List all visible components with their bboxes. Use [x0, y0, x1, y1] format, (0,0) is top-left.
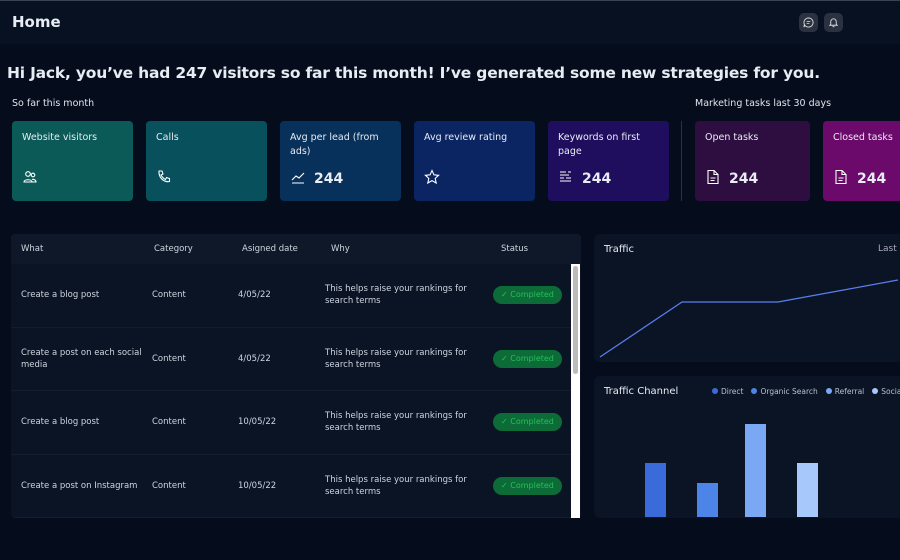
- star-icon: [424, 169, 440, 189]
- chat-icon[interactable]: [799, 13, 818, 32]
- legend-item[interactable]: Social: [872, 387, 900, 396]
- table-scrollbar[interactable]: [571, 264, 580, 518]
- traffic-title: Traffic: [604, 244, 635, 255]
- stat-card[interactable]: Closed tasks 244: [823, 121, 900, 201]
- task-category: Content: [152, 480, 186, 491]
- stat-card[interactable]: Avg review rating: [414, 121, 535, 201]
- task-date: 10/05/22: [238, 417, 277, 428]
- legend-label: Organic Search: [760, 387, 818, 396]
- col-status[interactable]: Status: [501, 244, 529, 254]
- status-badge: ✓ Completed: [493, 286, 562, 305]
- col-category[interactable]: Category: [154, 244, 193, 254]
- traffic-range[interactable]: Last: [878, 244, 897, 254]
- stat-card-label: Avg review rating: [424, 132, 508, 143]
- bell-icon[interactable]: [824, 13, 843, 32]
- traffic-line-chart: [599, 279, 899, 358]
- legend-item[interactable]: Referral: [825, 387, 865, 396]
- tasks-table: What Category Asigned date Why Status Cr…: [11, 234, 581, 518]
- stat-card-value: 244: [582, 171, 612, 187]
- channel-title: Traffic Channel: [604, 386, 679, 397]
- task-category: Content: [152, 417, 186, 428]
- page-title: Home: [12, 13, 61, 31]
- table-row[interactable]: Create a post on each social media Conte…: [11, 328, 581, 391]
- trend-icon: [290, 169, 306, 189]
- legend-label: Direct: [721, 387, 744, 396]
- users-icon: [22, 169, 38, 189]
- stat-card-value: 244: [314, 171, 344, 187]
- bar-social[interactable]: [797, 463, 818, 517]
- traffic-channel-panel: Traffic Channel Direct Organic Search Refe…: [594, 376, 900, 518]
- stat-card[interactable]: Avg per lead (from ads) 244: [280, 121, 401, 201]
- bar-direct[interactable]: [645, 463, 666, 517]
- stat-card[interactable]: Keywords on first page 244: [548, 121, 669, 201]
- task-category: Content: [152, 353, 186, 364]
- divider: [681, 121, 682, 201]
- table-row[interactable]: Create a blog post Content 10/05/22 This…: [11, 391, 581, 455]
- traffic-line: [599, 279, 899, 358]
- legend-dot-icon: [712, 388, 718, 394]
- task-what: Create a blog post: [21, 417, 100, 428]
- bar-organic-search[interactable]: [697, 483, 718, 517]
- col-what[interactable]: What: [21, 244, 44, 254]
- legend-label: Referral: [834, 387, 865, 396]
- bar-referral[interactable]: [745, 424, 766, 517]
- legend-dot-icon: [825, 388, 832, 394]
- list-icon: [558, 169, 574, 189]
- task-date: 4/05/22: [238, 353, 271, 364]
- stat-card-label: Website visitors: [22, 132, 98, 143]
- table-row[interactable]: Create a blog post Content 4/05/22 This …: [11, 264, 581, 328]
- legend-item[interactable]: Organic Search: [751, 387, 818, 396]
- task-why: This helps raise your rankings for searc…: [325, 474, 467, 497]
- headline: Hi Jack, you’ve had 247 visitors so far …: [7, 64, 820, 82]
- col-why[interactable]: Why: [331, 244, 350, 254]
- task-what: Create a blog post: [21, 290, 100, 301]
- stat-card-label: Keywords on first page: [558, 132, 640, 157]
- section-tasks-label: Marketing tasks last 30 days: [695, 98, 832, 109]
- task-category: Content: [152, 290, 186, 301]
- status-badge: ✓ Completed: [493, 476, 562, 495]
- legend-label: Social: [881, 387, 900, 396]
- chart-legend: Direct Organic Search Referral Social: [712, 387, 900, 396]
- table-header: What Category Asigned date Why Status: [11, 234, 581, 264]
- scrollbar-thumb[interactable]: [573, 266, 578, 374]
- stat-card[interactable]: Calls: [146, 121, 267, 201]
- status-badge: ✓ Completed: [493, 413, 562, 432]
- status-badge: ✓ Completed: [493, 349, 562, 368]
- stat-card-label: Avg per lead (from ads): [290, 132, 379, 157]
- traffic-panel: Traffic Last: [594, 234, 900, 362]
- stat-card-value: 244: [857, 171, 887, 187]
- legend-item[interactable]: Direct: [712, 387, 743, 396]
- section-month-label: So far this month: [12, 98, 95, 109]
- document-icon: [705, 169, 721, 189]
- task-what: Create a post on Instagram: [21, 480, 138, 491]
- task-why: This helps raise your rankings for searc…: [325, 284, 467, 307]
- legend-dot-icon: [751, 388, 758, 394]
- traffic-channel-bar-chart: [645, 424, 818, 517]
- task-why: This helps raise your rankings for searc…: [325, 411, 467, 434]
- legend-dot-icon: [872, 388, 879, 394]
- stat-card-value: 244: [729, 171, 759, 187]
- task-what: Create a post on each social media: [21, 347, 142, 370]
- top-bar: Home: [0, 0, 900, 44]
- stat-card-label: Closed tasks: [833, 132, 893, 143]
- stat-card-label: Calls: [156, 132, 179, 143]
- phone-icon: [156, 169, 172, 189]
- stat-card[interactable]: Website visitors: [12, 121, 133, 201]
- task-date: 4/05/22: [238, 290, 271, 301]
- task-date: 10/05/22: [238, 480, 277, 491]
- task-why: This helps raise your rankings for searc…: [325, 347, 467, 370]
- col-date[interactable]: Asigned date: [242, 244, 298, 254]
- stat-card[interactable]: Open tasks 244: [695, 121, 810, 201]
- table-row[interactable]: Create a post on Instagram Content 10/05…: [11, 455, 581, 518]
- stat-card-label: Open tasks: [705, 132, 759, 143]
- document-icon: [833, 169, 849, 189]
